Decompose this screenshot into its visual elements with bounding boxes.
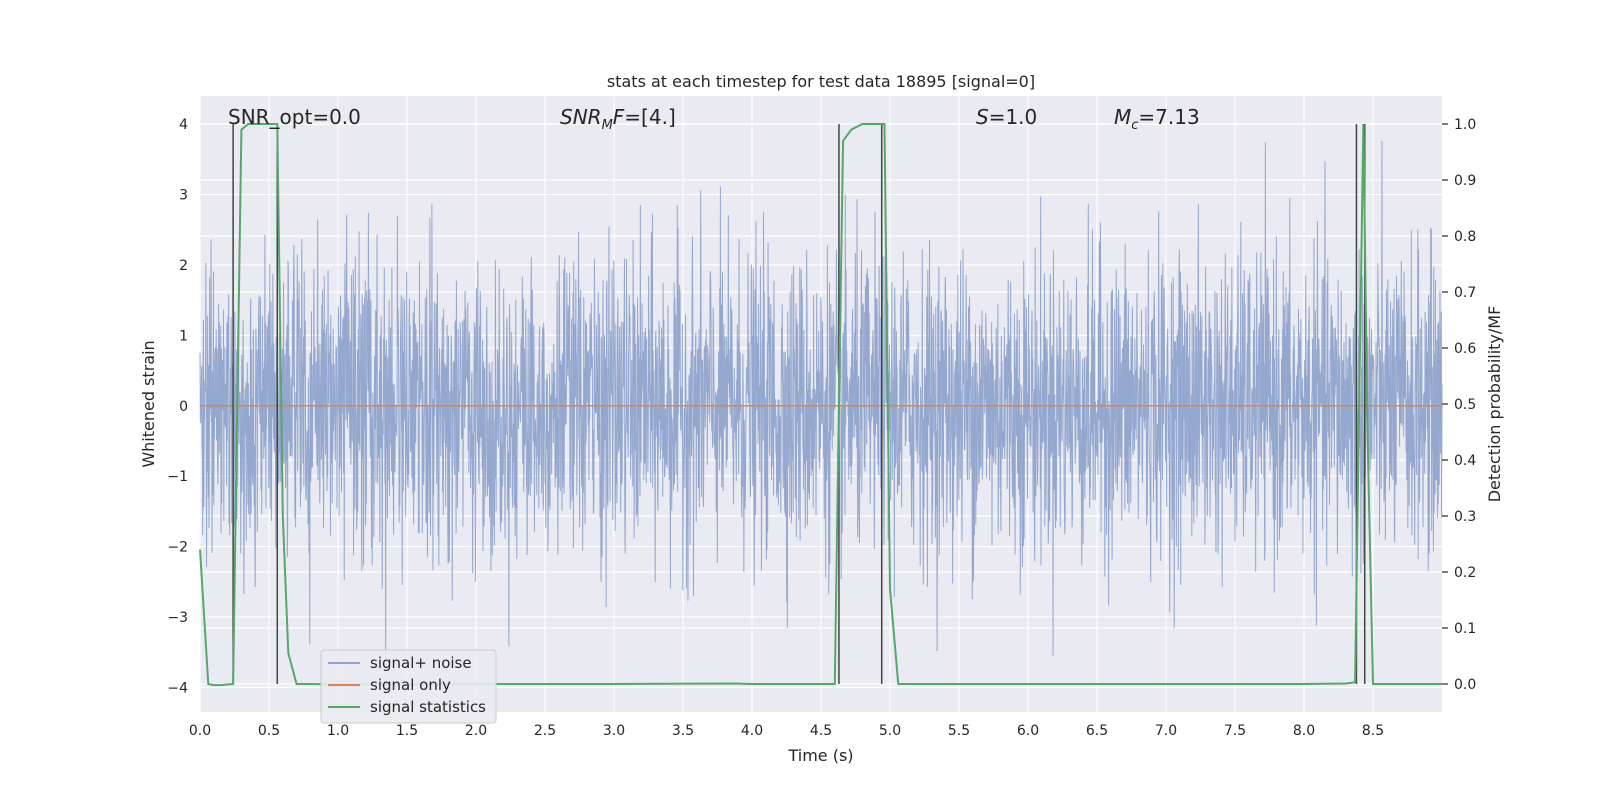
x-tick-label-2: 1.0 (327, 723, 349, 739)
y2-tick-label-3: 0.7 (1454, 285, 1476, 301)
x-tick-label-6: 3.0 (603, 723, 625, 739)
y2-tick-label-9: 0.1 (1454, 621, 1476, 637)
y2-axis-ticks: 1.0 0.9 0.8 0.7 0.6 0.5 0.4 0.3 0.2 0.1 0.0 (1442, 117, 1476, 693)
legend-label-signal: signal only (370, 676, 451, 694)
annotation-snr-mf: SNRMF=[4.] (560, 105, 676, 133)
x-tick-label-3: 1.5 (396, 723, 418, 739)
y2-tick-label-5: 0.5 (1454, 397, 1476, 413)
y2-tick-label-2: 0.8 (1454, 229, 1476, 245)
noise-trace (199, 140, 1443, 668)
y2-tick-label-6: 0.4 (1454, 453, 1476, 469)
y2-tick-label-8: 0.2 (1454, 565, 1476, 581)
x-tick-label-13: 6.5 (1086, 723, 1108, 739)
y2-axis-label: Detection probability/MF (1485, 306, 1504, 503)
x-tick-label-9: 4.5 (810, 723, 832, 739)
annotation-mc: Mc=7.13 (1114, 105, 1200, 133)
y2-tick-label-1: 0.9 (1454, 173, 1476, 189)
y-axis-ticks: 4 3 2 1 0 −1 −2 −3 −4 (167, 117, 188, 696)
y-tick-label-4: 0 (179, 399, 188, 415)
x-tick-label-1: 0.5 (258, 723, 280, 739)
y-axis-label: Whitened strain (139, 340, 158, 467)
x-tick-label-5: 2.5 (534, 723, 556, 739)
x-tick-label-8: 4.0 (741, 723, 763, 739)
x-tick-label-16: 8.0 (1293, 723, 1315, 739)
stats-line (199, 123, 1442, 687)
annotation-s: S=1.0 (976, 105, 1037, 129)
x-axis-ticks: 0.0 0.5 1.0 1.5 2.0 2.5 3.0 3.5 4.0 4.5 5.0 5.5 6.0 6… (189, 723, 1384, 739)
annotation-snr-opt: SNR_opt=0.0 (228, 105, 361, 129)
series-signal-statistics (199, 123, 1442, 687)
x-tick-label-17: 8.5 (1362, 723, 1384, 739)
series-signal-noise (199, 140, 1443, 668)
x-tick-label-11: 5.5 (948, 723, 970, 739)
chart-title: stats at each timestep for test data 188… (607, 72, 1035, 91)
x-tick-label-7: 3.5 (672, 723, 694, 739)
x-tick-label-0: 0.0 (189, 723, 211, 739)
y2-tick-label-0: 1.0 (1454, 117, 1476, 133)
y2-tick-label-7: 0.3 (1454, 509, 1476, 525)
x-tick-label-10: 5.0 (879, 723, 901, 739)
x-tick-label-4: 2.0 (465, 723, 487, 739)
y-tick-label-6: −2 (167, 540, 188, 556)
y2-tick-label-10: 0.0 (1454, 677, 1476, 693)
x-tick-label-15: 7.5 (1224, 723, 1246, 739)
y2-tick-label-4: 0.6 (1454, 341, 1476, 357)
y-tick-label-5: −1 (167, 469, 188, 485)
y-tick-label-3: 1 (179, 328, 188, 344)
y-tick-label-1: 3 (179, 188, 188, 204)
x-axis-label: Time (s) (787, 746, 853, 765)
y-tick-label-2: 2 (179, 258, 188, 274)
y-tick-label-8: −4 (167, 680, 188, 696)
legend-label-noise: signal+ noise (370, 654, 472, 672)
y-tick-label-7: −3 (167, 610, 188, 626)
legend-box (320, 649, 497, 724)
y-tick-label-0: 4 (179, 117, 188, 133)
x-tick-label-12: 6.0 (1017, 723, 1039, 739)
legend-label-stats: signal statistics (370, 698, 486, 716)
x-tick-label-14: 7.0 (1155, 723, 1177, 739)
legend: signal+ noise signal only signal statist… (320, 649, 497, 724)
